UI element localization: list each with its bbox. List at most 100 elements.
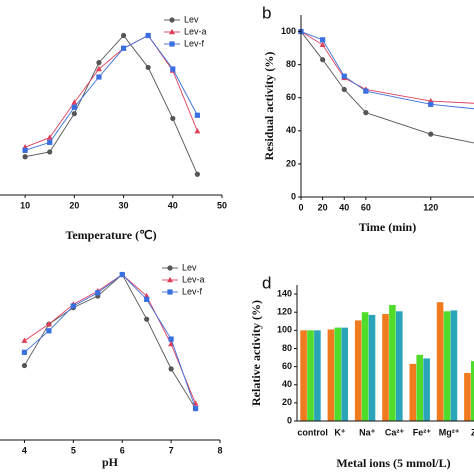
x-tick-label: control	[297, 427, 328, 437]
marker	[71, 99, 78, 105]
bar	[314, 330, 321, 421]
series-line	[300, 31, 474, 110]
bar	[443, 311, 451, 421]
marker	[96, 74, 102, 80]
series-line	[25, 34, 198, 175]
panel: Temperature (℃) 10 20 30 40 50 Lev Lev-a Lev-f	[0, 14, 227, 242]
x-tick-label: 40	[168, 200, 178, 210]
bar	[354, 320, 362, 421]
x-tick-label: 20	[318, 202, 328, 212]
y-tick-label: 100	[281, 26, 296, 36]
marker	[428, 101, 434, 107]
bar	[327, 329, 335, 421]
x-axis-label: Metal ions (5 mmol/L)	[336, 456, 450, 470]
y-tick-label: 60	[282, 361, 292, 371]
marker	[341, 73, 347, 79]
plot-area	[298, 28, 474, 144]
bar	[389, 304, 396, 421]
x-tick-label: 20	[69, 200, 79, 210]
legend-marker	[169, 17, 175, 23]
marker	[363, 110, 369, 116]
x-tick-label: 60	[361, 202, 371, 212]
x-tick-label: 6	[120, 445, 125, 455]
marker	[119, 271, 125, 278]
bar	[307, 330, 314, 421]
marker	[45, 320, 52, 327]
bar	[436, 302, 444, 421]
y-axis-label: Relative activity (%)	[249, 300, 263, 406]
legend-marker	[169, 41, 175, 47]
y-axis-label: Residual activity (%)	[262, 52, 276, 161]
marker	[145, 64, 151, 71]
y-tick-label: 100	[277, 325, 292, 335]
series-line	[300, 31, 474, 104]
marker	[46, 134, 53, 140]
marker	[194, 171, 200, 177]
marker	[47, 139, 53, 145]
marker	[170, 115, 176, 122]
bar	[409, 363, 417, 421]
marker	[70, 303, 76, 309]
marker	[194, 112, 200, 118]
bar	[464, 372, 471, 421]
marker	[71, 104, 77, 110]
y-tick-label: 0	[287, 415, 292, 425]
x-tick-label: 8	[217, 445, 222, 455]
bar	[368, 314, 376, 421]
y-tick-label: 140	[277, 288, 292, 298]
marker	[46, 328, 52, 334]
legend-marker	[167, 289, 173, 295]
marker	[120, 32, 127, 39]
marker	[428, 131, 434, 137]
x-tick-label: K⁺	[334, 427, 345, 437]
legend-label: Lev-f	[182, 286, 203, 296]
x-tick-label: Zn	[471, 427, 474, 437]
marker	[22, 147, 28, 153]
y-tick-label: 80	[286, 59, 296, 69]
legend-label: Lev	[184, 14, 199, 24]
marker	[21, 362, 28, 369]
marker	[194, 128, 201, 134]
bar	[416, 354, 423, 421]
bar	[361, 312, 369, 421]
marker	[144, 296, 150, 302]
y-tick-label: 40	[286, 125, 296, 135]
x-tick-label: 120	[423, 202, 438, 212]
panel: 0 20 40 60 80 100 b Time (min) Residual activity…	[262, 3, 474, 234]
marker	[192, 405, 199, 412]
series-line	[24, 34, 198, 151]
marker	[95, 65, 102, 72]
legend-marker	[167, 276, 173, 283]
series-line	[300, 31, 474, 144]
x-tick-label: Ca²⁺	[385, 427, 405, 437]
series-line	[24, 273, 196, 409]
marker	[21, 349, 28, 355]
x-tick-label: 40	[339, 202, 349, 212]
panel: 0 20 40 60 80 100 120 140 d Metal ions (5 mmol/L)…	[249, 273, 474, 470]
marker	[71, 111, 77, 117]
x-tick-label: 4	[22, 445, 27, 455]
plot-area	[300, 302, 474, 421]
x-axis-label: Temperature (℃)	[65, 228, 156, 242]
marker	[96, 60, 102, 66]
x-axis-label: pH	[102, 455, 119, 469]
marker	[21, 337, 28, 343]
y-tick-label: 40	[282, 379, 292, 389]
marker	[168, 336, 174, 342]
marker	[22, 154, 28, 160]
legend-label: Lev-a	[182, 274, 205, 284]
x-tick-label: 5	[71, 445, 76, 455]
x-tick-label: 0	[298, 202, 303, 212]
y-tick-label: 0	[291, 191, 296, 201]
bar	[471, 361, 474, 421]
plot-area	[21, 271, 199, 412]
legend-label: Lev	[182, 262, 197, 272]
marker	[47, 149, 53, 155]
marker	[319, 41, 326, 47]
marker	[145, 32, 151, 39]
marker	[168, 340, 175, 347]
panel: pH 4 5 6 7 8 Lev Lev-a Lev-f	[0, 262, 223, 469]
bar	[450, 310, 458, 421]
legend-label: Lev-f	[184, 38, 205, 48]
x-tick-label: Na⁺	[359, 427, 376, 437]
